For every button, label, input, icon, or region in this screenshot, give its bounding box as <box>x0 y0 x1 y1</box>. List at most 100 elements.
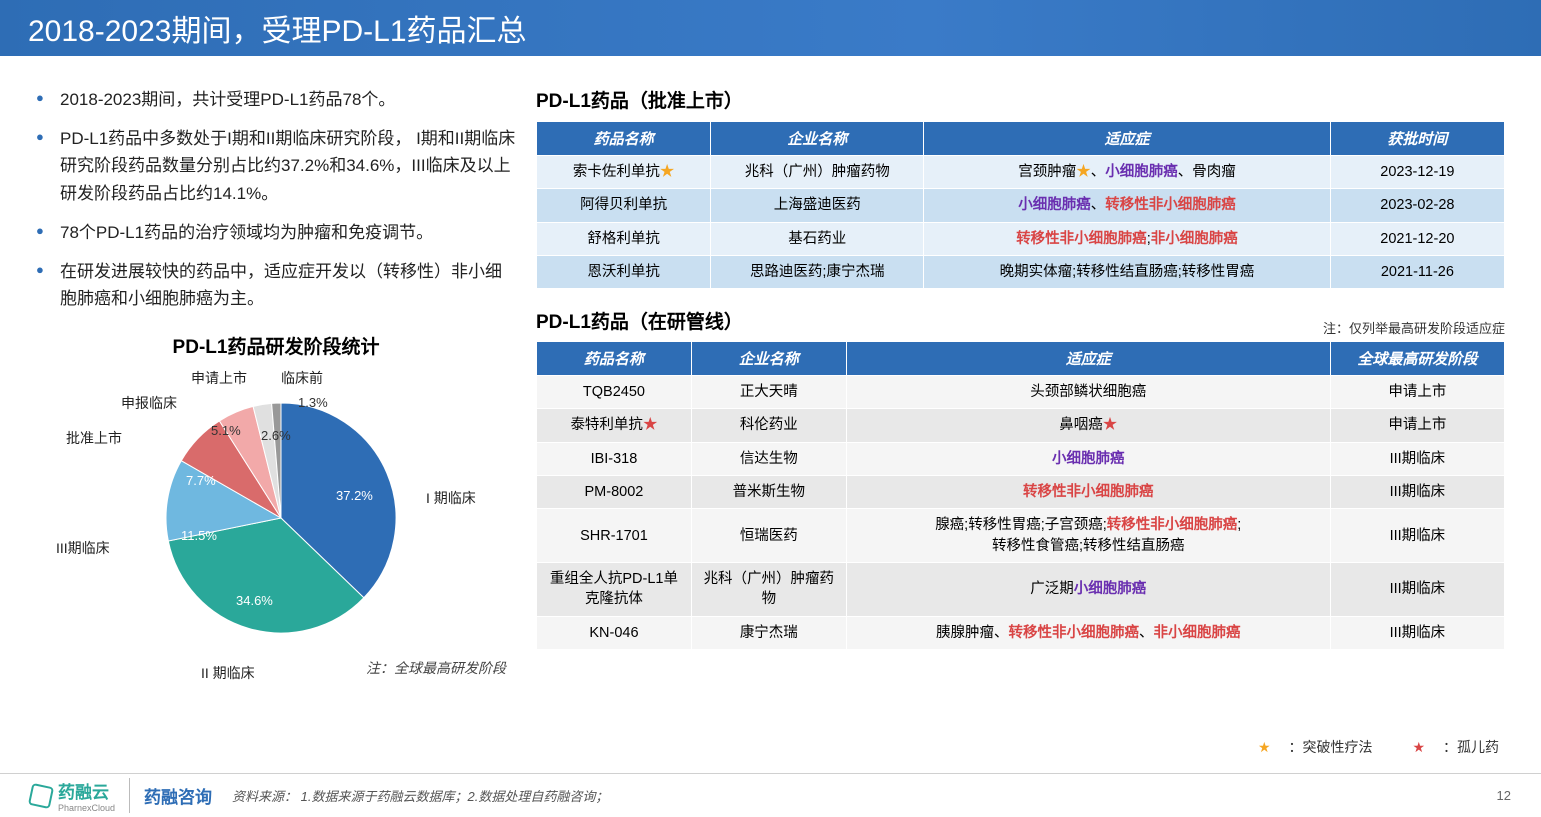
table-cell: 科伦药业 <box>691 409 846 442</box>
table-cell: III期临床 <box>1330 442 1504 475</box>
table-header: 药品名称 <box>537 342 692 376</box>
pie-percent: 7.7% <box>186 473 216 488</box>
table-row: 重组全人抗PD-L1单克隆抗体兆科（广州）肿瘤药物广泛期小细胞肺癌III期临床 <box>537 562 1505 616</box>
table-cell: 转移性非小细胞肺癌 <box>846 476 1330 509</box>
table-cell: 胰腺肿瘤、转移性非小细胞肺癌、非小细胞肺癌 <box>846 616 1330 649</box>
table1-title: PD-L1药品（批准上市） <box>536 86 1505 113</box>
table-cell: 康宁杰瑞 <box>691 616 846 649</box>
table-cell: 重组全人抗PD-L1单克隆抗体 <box>537 562 692 616</box>
pie-note: 注：全球最高研发阶段 <box>366 658 506 678</box>
table-cell: 泰特利单抗★ <box>537 409 692 442</box>
table-row: SHR-1701恒瑞医药腺癌;转移性胃癌;子宫颈癌;转移性非小细胞肺癌;转移性食… <box>537 509 1505 563</box>
bullet-item: 在研发进展较快的药品中，适应症开发以（转移性）非小细胞肺癌和小细胞肺癌为主。 <box>36 258 516 312</box>
table-cell: III期临床 <box>1330 476 1504 509</box>
pie-chart: I 期临床II 期临床III期临床批准上市申报临床申请上市临床前37.2%34.… <box>46 373 506 673</box>
star-legend: ★：突破性疗法 ★：孤儿药 <box>1222 737 1499 757</box>
table-cell: 兆科（广州）肿瘤药物 <box>711 156 924 189</box>
pie-percent: 34.6% <box>236 593 273 608</box>
table-cell: 小细胞肺癌、转移性非小细胞肺癌 <box>924 189 1331 222</box>
page-title: 2018-2023期间，受理PD-L1药品汇总 <box>28 6 527 50</box>
bullet-item: 2018-2023期间，共计受理PD-L1药品78个。 <box>36 86 516 113</box>
pie-label: III期临床 <box>56 538 110 558</box>
table-cell: 2021-11-26 <box>1330 255 1504 288</box>
pie-chart-title: PD-L1药品研发阶段统计 <box>36 332 516 359</box>
table-cell: 腺癌;转移性胃癌;子宫颈癌;转移性非小细胞肺癌;转移性食管癌;转移性结直肠癌 <box>846 509 1330 563</box>
table-header: 全球最高研发阶段 <box>1330 342 1504 376</box>
table-cell: 小细胞肺癌 <box>846 442 1330 475</box>
table-cell: IBI-318 <box>537 442 692 475</box>
table-cell: 广泛期小细胞肺癌 <box>846 562 1330 616</box>
table-cell: 宫颈肿瘤★、小细胞肺癌、骨肉瘤 <box>924 156 1331 189</box>
table-row: PM-8002普米斯生物转移性非小细胞肺癌III期临床 <box>537 476 1505 509</box>
table-cell: III期临床 <box>1330 616 1504 649</box>
pie-label: 批准上市 <box>66 428 122 448</box>
table-cell: III期临床 <box>1330 509 1504 563</box>
pie-svg <box>46 373 506 673</box>
cube-icon <box>28 782 54 808</box>
table-row: KN-046康宁杰瑞胰腺肿瘤、转移性非小细胞肺癌、非小细胞肺癌III期临床 <box>537 616 1505 649</box>
table-cell: TQB2450 <box>537 376 692 409</box>
page-number: 12 <box>1497 788 1511 803</box>
table-cell: 正大天晴 <box>691 376 846 409</box>
table-cell: 2023-02-28 <box>1330 189 1504 222</box>
table-cell: PM-8002 <box>537 476 692 509</box>
pie-percent: 37.2% <box>336 488 373 503</box>
table-header: 企业名称 <box>711 122 924 156</box>
footer-logo-2: 药融咨询 <box>144 783 212 808</box>
bullet-item: 78个PD-L1药品的治疗领域均为肿瘤和免疫调节。 <box>36 219 516 246</box>
table-cell: SHR-1701 <box>537 509 692 563</box>
footer-logo-1: 药融云 PharnexCloud <box>30 778 130 813</box>
table-header: 药品名称 <box>537 122 711 156</box>
footer-source: 资料来源： 1.数据来源于药融云数据库；2.数据处理自药融咨询； <box>232 786 608 805</box>
table-cell: 恩沃利单抗 <box>537 255 711 288</box>
table-row: 恩沃利单抗思路迪医药;康宁杰瑞晚期实体瘤;转移性结直肠癌;转移性胃癌2021-1… <box>537 255 1505 288</box>
table-header: 适应症 <box>924 122 1331 156</box>
bullet-list: 2018-2023期间，共计受理PD-L1药品78个。 PD-L1药品中多数处于I… <box>36 86 516 312</box>
table-header: 企业名称 <box>691 342 846 376</box>
pie-percent: 11.5% <box>181 528 217 543</box>
table-cell: 头颈部鳞状细胞癌 <box>846 376 1330 409</box>
pie-label: II 期临床 <box>201 663 255 683</box>
bullet-item: PD-L1药品中多数处于I期和II期临床研究阶段， I期和II期临床研究阶段药品… <box>36 125 516 207</box>
table-cell: 申请上市 <box>1330 376 1504 409</box>
pie-label: 申报临床 <box>121 393 177 413</box>
table-cell: 思路迪医药;康宁杰瑞 <box>711 255 924 288</box>
table-cell: 2021-12-20 <box>1330 222 1504 255</box>
table-cell: 上海盛迪医药 <box>711 189 924 222</box>
table-cell: 阿得贝利单抗 <box>537 189 711 222</box>
table-cell: 恒瑞医药 <box>691 509 846 563</box>
table-cell: 申请上市 <box>1330 409 1504 442</box>
footer: 药融云 PharnexCloud 药融咨询 资料来源： 1.数据来源于药融云数据… <box>0 773 1541 817</box>
table-header: 获批时间 <box>1330 122 1504 156</box>
pipeline-drugs-table: 药品名称企业名称适应症全球最高研发阶段TQB2450正大天晴头颈部鳞状细胞癌申请… <box>536 341 1505 650</box>
table-cell: 兆科（广州）肿瘤药物 <box>691 562 846 616</box>
table-cell: 转移性非小细胞肺癌;非小细胞肺癌 <box>924 222 1331 255</box>
table-row: IBI-318信达生物小细胞肺癌III期临床 <box>537 442 1505 475</box>
right-column: PD-L1药品（批准上市） 药品名称企业名称适应症获批时间索卡佐利单抗★兆科（广… <box>536 86 1505 756</box>
table-cell: 鼻咽癌★ <box>846 409 1330 442</box>
table-row: 索卡佐利单抗★兆科（广州）肿瘤药物宫颈肿瘤★、小细胞肺癌、骨肉瘤2023-12-… <box>537 156 1505 189</box>
table-row: TQB2450正大天晴头颈部鳞状细胞癌申请上市 <box>537 376 1505 409</box>
table-cell: III期临床 <box>1330 562 1504 616</box>
table-row: 泰特利单抗★科伦药业鼻咽癌★申请上市 <box>537 409 1505 442</box>
table-cell: KN-046 <box>537 616 692 649</box>
pie-percent: 5.1% <box>211 423 241 438</box>
content-area: 2018-2023期间，共计受理PD-L1药品78个。 PD-L1药品中多数处于I… <box>0 56 1541 756</box>
table-cell: 普米斯生物 <box>691 476 846 509</box>
table-cell: 信达生物 <box>691 442 846 475</box>
pie-percent: 2.6% <box>261 428 291 443</box>
table-row: 舒格利单抗基石药业转移性非小细胞肺癌;非小细胞肺癌2021-12-20 <box>537 222 1505 255</box>
pie-label: 临床前 <box>281 368 323 388</box>
table-cell: 晚期实体瘤;转移性结直肠癌;转移性胃癌 <box>924 255 1331 288</box>
table-header: 适应症 <box>846 342 1330 376</box>
table-cell: 索卡佐利单抗★ <box>537 156 711 189</box>
pie-label: I 期临床 <box>426 488 476 508</box>
table-cell: 基石药业 <box>711 222 924 255</box>
left-column: 2018-2023期间，共计受理PD-L1药品78个。 PD-L1药品中多数处于I… <box>36 86 536 756</box>
pie-label: 申请上市 <box>191 368 247 388</box>
table-row: 阿得贝利单抗上海盛迪医药小细胞肺癌、转移性非小细胞肺癌2023-02-28 <box>537 189 1505 222</box>
table-cell: 2023-12-19 <box>1330 156 1504 189</box>
pie-percent: 1.3% <box>298 395 328 410</box>
table-cell: 舒格利单抗 <box>537 222 711 255</box>
title-bar: 2018-2023期间，受理PD-L1药品汇总 <box>0 0 1541 56</box>
